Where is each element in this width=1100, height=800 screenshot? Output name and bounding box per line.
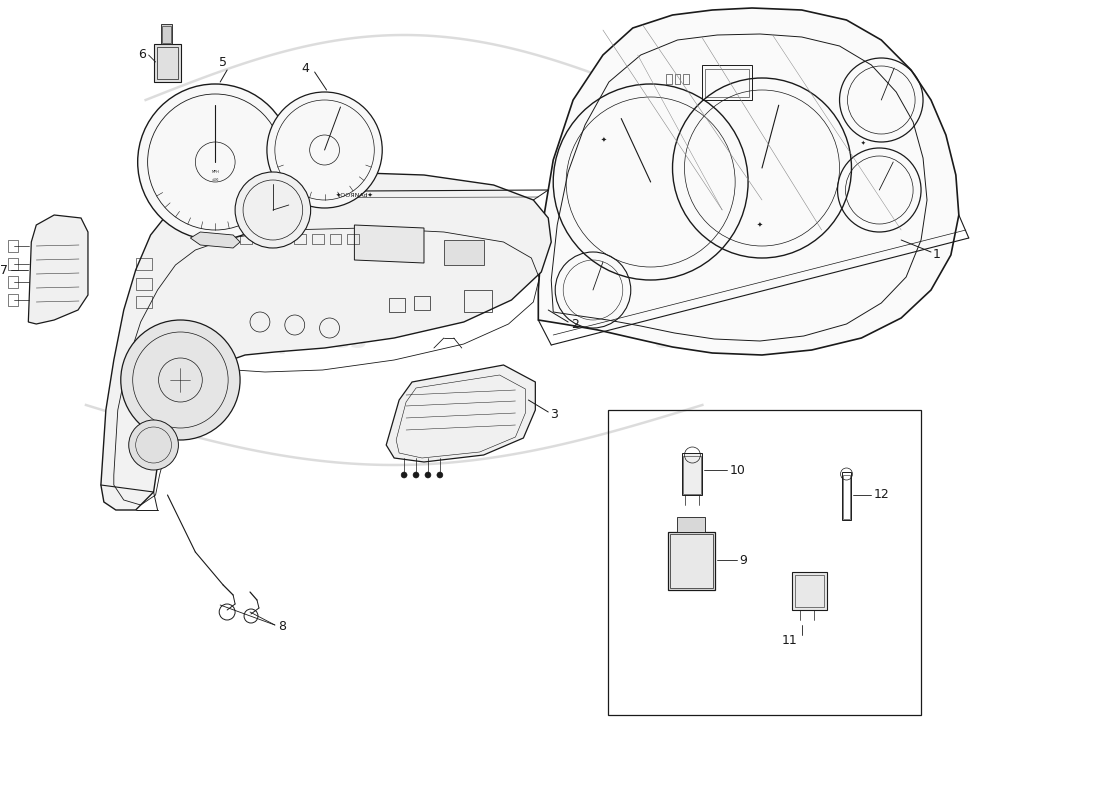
- Text: eurospares: eurospares: [192, 326, 367, 354]
- Text: MPH: MPH: [211, 170, 219, 174]
- Bar: [792, 572, 826, 610]
- Bar: [161, 24, 173, 44]
- Text: ✦OOЯNAd✦: ✦OOЯNAd✦: [336, 193, 373, 198]
- Bar: [414, 296, 430, 310]
- Bar: [678, 517, 705, 532]
- Circle shape: [425, 472, 431, 478]
- Bar: [240, 234, 252, 244]
- Text: 1: 1: [933, 247, 940, 261]
- Text: 7: 7: [0, 263, 9, 277]
- Text: 3: 3: [550, 407, 558, 421]
- Text: 9: 9: [739, 554, 747, 566]
- Text: ✦: ✦: [601, 137, 607, 143]
- Bar: [842, 472, 851, 520]
- Bar: [608, 410, 921, 715]
- Bar: [276, 234, 288, 244]
- Text: 11: 11: [782, 634, 797, 646]
- Polygon shape: [190, 232, 240, 248]
- Bar: [311, 234, 323, 244]
- Bar: [682, 453, 702, 495]
- Circle shape: [267, 92, 382, 208]
- Bar: [162, 26, 172, 43]
- Polygon shape: [386, 365, 536, 462]
- Bar: [444, 240, 484, 265]
- Text: ✦: ✦: [861, 141, 866, 146]
- Bar: [294, 234, 306, 244]
- Bar: [666, 74, 671, 84]
- Bar: [795, 575, 824, 607]
- Bar: [464, 290, 492, 312]
- Bar: [135, 278, 152, 290]
- Bar: [668, 532, 715, 590]
- Polygon shape: [29, 215, 88, 324]
- Bar: [683, 74, 690, 84]
- Bar: [135, 296, 152, 308]
- Bar: [702, 65, 752, 100]
- Bar: [258, 234, 270, 244]
- Bar: [705, 69, 749, 97]
- Bar: [674, 74, 681, 84]
- Bar: [389, 298, 405, 312]
- Bar: [156, 47, 178, 79]
- Polygon shape: [101, 172, 551, 510]
- Bar: [135, 258, 152, 270]
- Bar: [843, 475, 850, 519]
- Text: ✦: ✦: [757, 222, 763, 228]
- Bar: [9, 294, 19, 306]
- Polygon shape: [354, 225, 424, 263]
- Bar: [154, 44, 182, 82]
- Bar: [330, 234, 341, 244]
- Circle shape: [437, 472, 443, 478]
- Circle shape: [138, 84, 293, 240]
- Bar: [670, 534, 713, 588]
- Text: ×100: ×100: [211, 178, 219, 182]
- Text: 8: 8: [278, 621, 286, 634]
- Circle shape: [121, 320, 240, 440]
- Text: 10: 10: [729, 463, 745, 477]
- Text: 6: 6: [138, 49, 145, 62]
- Text: 5: 5: [219, 55, 228, 69]
- Circle shape: [414, 472, 419, 478]
- Circle shape: [402, 472, 407, 478]
- Circle shape: [235, 172, 310, 248]
- Polygon shape: [538, 8, 959, 355]
- Bar: [9, 276, 19, 288]
- Circle shape: [129, 420, 178, 470]
- Bar: [9, 258, 19, 270]
- Text: 2: 2: [571, 318, 579, 330]
- Text: 12: 12: [873, 489, 889, 502]
- Bar: [348, 234, 360, 244]
- Text: 4: 4: [301, 62, 310, 74]
- Bar: [683, 456, 702, 494]
- Text: eurospares: eurospares: [654, 326, 829, 354]
- Bar: [9, 240, 19, 252]
